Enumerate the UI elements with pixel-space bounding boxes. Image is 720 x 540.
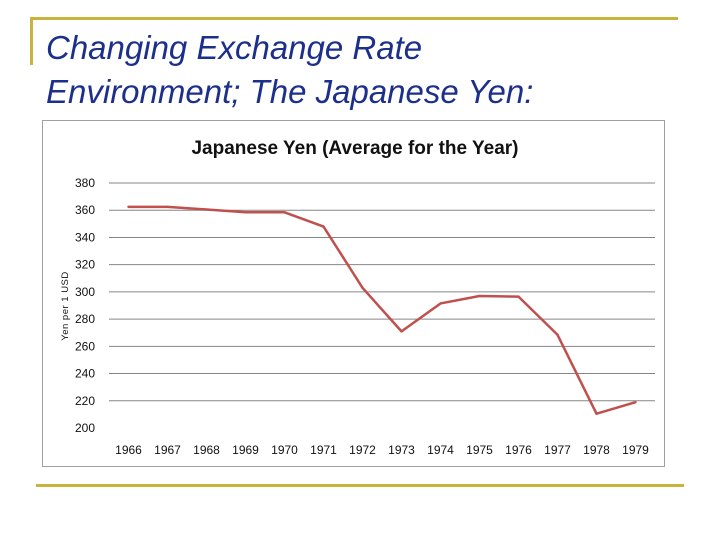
data-point bbox=[166, 205, 169, 209]
data-point bbox=[283, 211, 286, 214]
data-point bbox=[127, 205, 130, 209]
x-tick-label: 1978 bbox=[583, 443, 610, 457]
series-layer bbox=[127, 205, 637, 415]
y-tick-labels: 200 220 240 260 280 300 320 340 360 380 bbox=[75, 176, 95, 435]
data-point bbox=[517, 295, 520, 298]
x-tick-label: 1966 bbox=[115, 443, 142, 457]
series-line bbox=[128, 205, 636, 415]
y-tick-label: 260 bbox=[75, 339, 95, 353]
data-point bbox=[361, 286, 364, 290]
x-tick-label: 1969 bbox=[232, 443, 259, 457]
data-point bbox=[478, 294, 481, 298]
x-tick-label: 1977 bbox=[544, 443, 571, 457]
x-tick-label: 1976 bbox=[505, 443, 532, 457]
y-tick-label: 300 bbox=[75, 285, 95, 299]
data-point bbox=[439, 302, 442, 305]
slide-title-line-1: Changing Exchange Rate bbox=[46, 29, 423, 66]
gridlines bbox=[109, 182, 655, 402]
x-tick-label: 1972 bbox=[349, 443, 376, 457]
x-tick-label: 1979 bbox=[622, 443, 649, 457]
x-tick-label: 1967 bbox=[154, 443, 181, 457]
data-point bbox=[205, 208, 208, 211]
data-point bbox=[400, 330, 403, 333]
data-point bbox=[244, 211, 247, 214]
y-tick-label: 280 bbox=[75, 312, 95, 326]
y-tick-label: 220 bbox=[75, 394, 95, 408]
y-tick-label: 320 bbox=[75, 258, 95, 272]
x-tick-label: 1970 bbox=[271, 443, 298, 457]
x-tick-label: 1971 bbox=[310, 443, 337, 457]
y-axis-label: Yen per 1 USD bbox=[60, 271, 71, 341]
x-tick-label: 1974 bbox=[427, 443, 454, 457]
data-point bbox=[322, 225, 325, 228]
data-point bbox=[634, 400, 637, 404]
frame-left-rule bbox=[30, 17, 33, 65]
data-point bbox=[556, 333, 559, 336]
x-tick-labels: 1966 1967 1968 1969 1970 1971 1972 1973 1974 1975… bbox=[115, 443, 649, 457]
x-tick-label: 1975 bbox=[466, 443, 493, 457]
chart-container: Japanese Yen (Average for the Year) Yen … bbox=[42, 120, 665, 467]
slide-title: Changing Exchange Rate Environment; The … bbox=[46, 26, 686, 114]
y-tick-label: 340 bbox=[75, 230, 95, 244]
chart-title: Japanese Yen (Average for the Year) bbox=[191, 138, 518, 159]
y-tick-label: 200 bbox=[75, 421, 95, 435]
x-tick-label: 1973 bbox=[388, 443, 415, 457]
data-point bbox=[595, 412, 598, 415]
line-chart: Japanese Yen (Average for the Year) Yen … bbox=[60, 138, 655, 457]
x-tick-label: 1968 bbox=[193, 443, 220, 457]
y-tick-label: 360 bbox=[75, 203, 95, 217]
frame-top-rule bbox=[30, 17, 678, 20]
slide-title-line-2: Environment; The Japanese Yen: bbox=[46, 73, 534, 110]
y-tick-label: 380 bbox=[75, 176, 95, 190]
y-tick-label: 240 bbox=[75, 367, 95, 381]
frame-bottom-rule bbox=[36, 484, 684, 487]
